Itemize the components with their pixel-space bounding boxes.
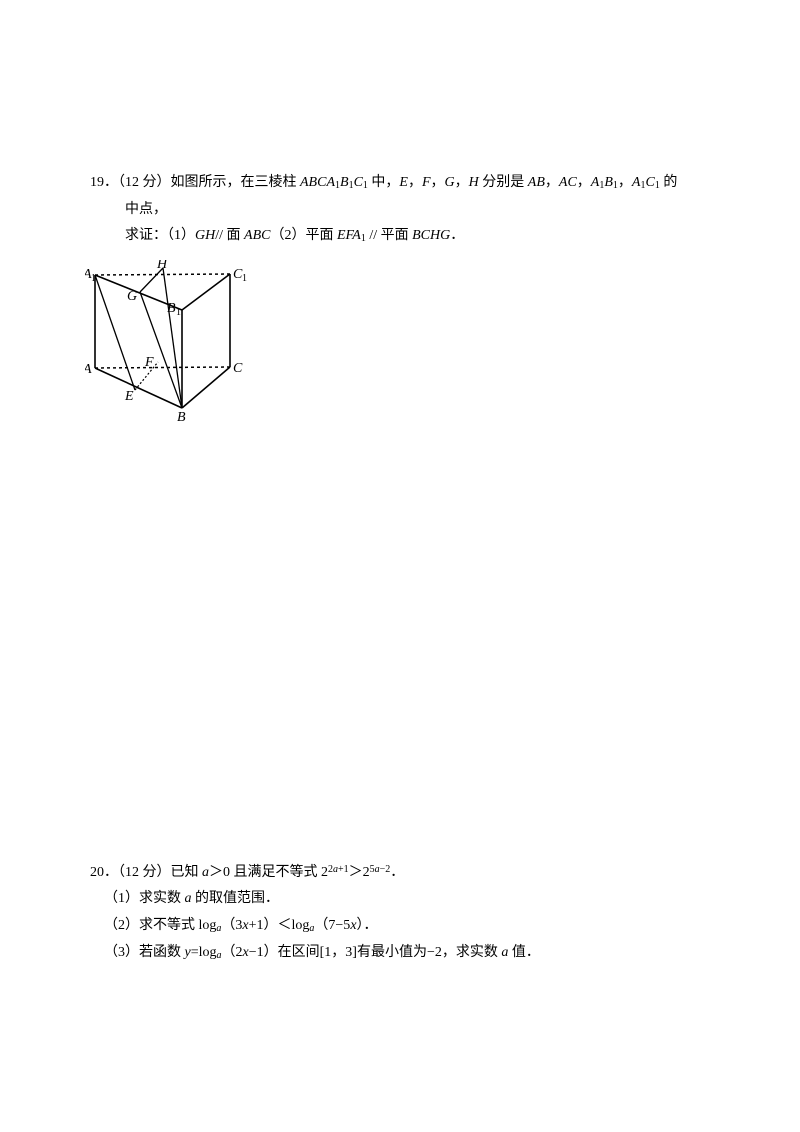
svg-text:E: E [124, 389, 134, 404]
p19-abc: ABC [244, 228, 270, 243]
svg-text:C: C [233, 361, 243, 376]
p20-number: 20． [90, 865, 118, 880]
p19-par1: // 面 [215, 228, 244, 243]
p20-p2-plus: +1） [249, 918, 278, 933]
prism-svg: A 1 H C 1 G B 1 A F C E B [85, 260, 255, 425]
p20-p1-label: （1）求实数 [104, 891, 185, 906]
p19-part1: （1） [167, 228, 195, 243]
p20-exp1: 2a+1 [328, 864, 349, 875]
p20-p3-rest: 值． [508, 945, 540, 960]
p19-part2: （2）平面 [270, 228, 337, 243]
workspace-gap [90, 430, 720, 860]
p20-p2-close: ）． [357, 918, 378, 933]
p20-period1: ． [390, 865, 404, 880]
p19-ab: AB [528, 175, 545, 190]
p20-p3-paren: （2 [222, 945, 243, 960]
p20-p1-rest: 的取值范围． [192, 891, 280, 906]
p19-prism: ABCA [300, 175, 335, 190]
c1: ， [408, 175, 422, 190]
p19-a1b1-b: B [604, 175, 613, 190]
p19-period: ． [450, 228, 464, 243]
p20-p3-minus: −1）在区间[1，3]有最小值为−2，求实数 [249, 945, 502, 960]
p19-stem-b: 中， [368, 175, 400, 190]
p20-part1: （1）求实数 a 的取值范围． [90, 886, 720, 913]
p20-p2-lt: ＜log [278, 918, 310, 933]
p20-stem-b: ＞0 且满足不等式 2 [209, 865, 328, 880]
p19-g: G [445, 175, 455, 190]
c6: ， [618, 175, 632, 190]
p19-line1: 19．（12 分）如图所示，在三棱柱 ABCA1B1C1 中，E，F，G，H 分… [90, 170, 720, 197]
svg-text:1: 1 [91, 273, 96, 284]
p20-part2: （2）求不等式 loga（3x+1）＜loga（7−5x）． [90, 913, 720, 940]
svg-text:F: F [144, 355, 154, 370]
svg-text:B: B [167, 301, 176, 316]
p19-points: （12 分） [118, 175, 171, 190]
problem-20: 20．（12 分）已知 a＞0 且满足不等式 22a+1＞25a−2． （1）求… [90, 860, 720, 966]
figure-prism: A 1 H C 1 G B 1 A F C E B [85, 260, 720, 430]
svg-text:B: B [177, 410, 186, 425]
p19-stem-c: 分别是 [479, 175, 528, 190]
p19-par2: // 平面 [366, 228, 412, 243]
p19-number: 19． [90, 175, 118, 190]
p20-stem-a: 已知 [171, 865, 203, 880]
p20-points: （12 分） [118, 865, 171, 880]
p20-p1-a: a [185, 891, 192, 906]
svg-text:A: A [85, 362, 92, 377]
p19-h: H [469, 175, 479, 190]
p19-e: E [399, 175, 408, 190]
p20-p3-label: （3）若函数 [104, 945, 185, 960]
p20-line1: 20．（12 分）已知 a＞0 且满足不等式 22a+1＞25a−2． [90, 860, 720, 887]
p20-p2-paren1: （3 [221, 918, 242, 933]
p20-part3: （3）若函数 y=loga（2x−1）在区间[1，3]有最小值为−2，求实数 a… [90, 940, 720, 967]
c2: ， [431, 175, 445, 190]
c4: ， [545, 175, 559, 190]
svg-text:1: 1 [176, 307, 181, 318]
p20-p2-label: （2）求不等式 log [104, 918, 216, 933]
p20-gt: ＞2 [349, 865, 370, 880]
p19-bchg: BCHG [412, 228, 450, 243]
p20-a: a [202, 865, 209, 880]
problem-19: 19．（12 分）如图所示，在三棱柱 ABCA1B1C1 中，E，F，G，H 分… [90, 170, 720, 250]
svg-text:H: H [156, 260, 168, 272]
p19-stem-a: 如图所示，在三棱柱 [171, 175, 301, 190]
p19-midpoint: 中点， [125, 202, 167, 217]
svg-text:1: 1 [242, 273, 247, 284]
p19-stem-d: 的 [660, 175, 678, 190]
p19-prism-b: B [340, 175, 349, 190]
p19-line2: 中点， [90, 197, 720, 224]
p19-a1c1-c: C [645, 175, 654, 190]
p19-efa1: EFA [337, 228, 361, 243]
c5: ， [577, 175, 591, 190]
p20-exp2: 5a−2 [370, 864, 391, 875]
p19-gh: GH [195, 228, 215, 243]
svg-text:G: G [127, 289, 137, 304]
p19-ac: AC [559, 175, 577, 190]
p20-p2-paren2: （7−5 [314, 918, 350, 933]
p19-line3: 求证：（1）GH// 面 ABC（2）平面 EFA1 // 平面 BCHG． [90, 223, 720, 250]
p19-prove: 求证： [125, 228, 167, 243]
p20-p3-eq: =log [191, 945, 217, 960]
p19-prism-c: C [354, 175, 363, 190]
p19-f: F [422, 175, 431, 190]
c3: ， [455, 175, 469, 190]
